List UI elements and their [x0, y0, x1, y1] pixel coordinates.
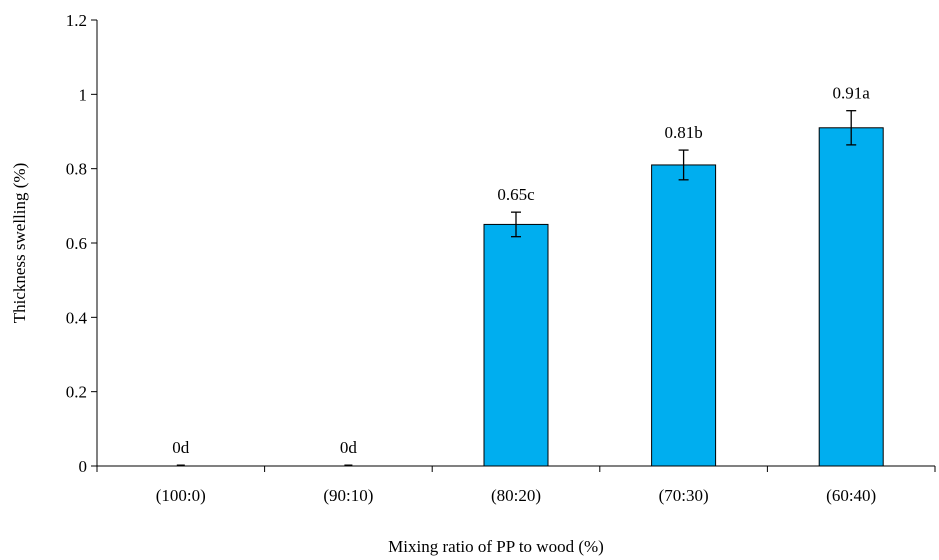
- data-label: 0.81b: [664, 123, 702, 142]
- error-bar: [511, 211, 521, 238]
- y-ticks-layer: 0 0.2 0.4 0.6 0.8 1 1.2: [66, 11, 97, 476]
- data-label: 0d: [340, 438, 358, 457]
- x-tick-label: (100:0): [156, 486, 206, 505]
- x-tick-label: (60:40): [826, 486, 876, 505]
- x-tick-label: (80:20): [491, 486, 541, 505]
- error-bar: [846, 110, 857, 146]
- x-ticks-layer: (100:0) (90:10) (80:20) (70:30) (60:40): [96, 466, 936, 505]
- y-tick-label: 1.2: [66, 11, 87, 30]
- y-tick-label: 0.2: [66, 383, 87, 402]
- x-axis-label: Mixing ratio of PP to wood (%): [388, 537, 604, 556]
- error-bars-layer: [511, 110, 857, 238]
- bar: [651, 164, 717, 467]
- data-label: 0d: [172, 438, 190, 457]
- y-tick-label: 0.4: [66, 308, 88, 327]
- x-tick-label: (70:30): [659, 486, 709, 505]
- data-label: 0.91a: [833, 84, 871, 103]
- error-bar: [678, 149, 689, 181]
- y-tick-label: 0.6: [66, 234, 87, 253]
- data-label: 0.65c: [497, 185, 535, 204]
- bars-layer: [176, 127, 884, 467]
- y-tick-label: 0: [79, 457, 88, 476]
- bar: [818, 127, 884, 467]
- y-axis-label: Thickness swelling (%): [10, 163, 29, 324]
- x-tick-label: (90:10): [323, 486, 373, 505]
- y-tick-label: 1: [79, 85, 88, 104]
- y-tick-label: 0.8: [66, 160, 87, 179]
- data-labels-layer: 0d 0d 0.65c 0.81b 0.91a: [172, 84, 870, 457]
- bar: [483, 223, 549, 467]
